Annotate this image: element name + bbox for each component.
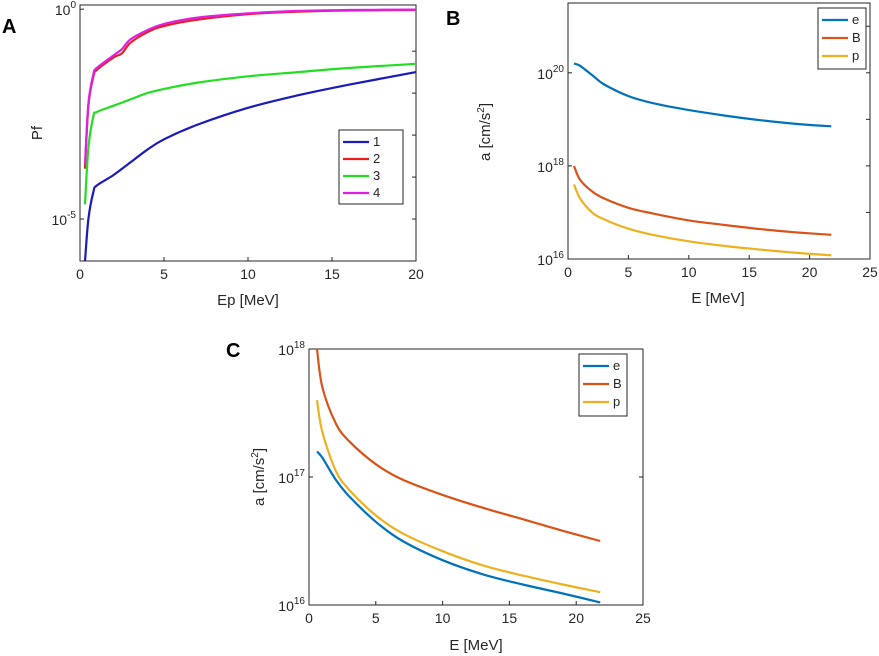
panel-a-legend-label-2: 2 [373, 151, 380, 166]
panel-a-ytick-label: 100 [55, 0, 77, 18]
panel-b-ylabel-main: a [cm/s [477, 113, 494, 161]
panel-a-xtick-label: 20 [408, 266, 424, 282]
panel-label-c: C [226, 340, 240, 362]
panel-c-series-B-line [315, 348, 601, 543]
panel-b-xtick-label: 10 [681, 264, 697, 280]
panel-c-ytick-label: 1017 [278, 468, 305, 486]
panel-b-legend-label-B: B [852, 30, 861, 45]
panel-a-legend-label-1: 1 [373, 134, 380, 149]
panel-b-ylabel: a [cm/s2] [476, 103, 494, 161]
panel-b-xtick-label: 20 [802, 264, 818, 280]
panel-label-b: B [446, 8, 460, 30]
panel-c-legend-label-e: e [613, 358, 620, 373]
panel-b-ylabel-end: ] [477, 103, 494, 107]
panel-a-legend: 1 2 3 4 [338, 129, 404, 205]
panel-c-legend: eBp [578, 353, 628, 417]
panel-c-series-e-line [316, 450, 601, 604]
panel-c-ylabel-end: ] [251, 448, 268, 452]
panel-b-series-p-line [572, 184, 832, 257]
panel-b-xtick-label: 25 [862, 264, 878, 280]
panel-b-ytick-label: 1016 [537, 250, 564, 268]
panel-b-legend-label-e: e [852, 12, 859, 27]
panel-b-chart: 0 5 10 15 20 25 1020 1018 1016 E [MeV] a [cm/s2]… [476, 2, 878, 307]
panel-a-xtick-label: 5 [160, 266, 168, 282]
panel-b-xtick-label: 15 [741, 264, 757, 280]
panel-c-ylabel: a [cm/s2] [250, 448, 268, 506]
panel-b-ytick-label: 1020 [537, 64, 564, 82]
panel-c-xtick-label: 20 [568, 610, 584, 626]
panel-a-xtick-label: 10 [240, 266, 256, 282]
panel-c-legend-label-p: p [613, 394, 620, 409]
panel-c-xtick-label: 5 [372, 610, 380, 626]
panel-b-legend-label-p: p [852, 48, 859, 63]
panel-a-xtick-label: 0 [76, 266, 84, 282]
panel-a-series-1-line [83, 71, 417, 262]
panel-a-xtick-label: 15 [324, 266, 340, 282]
panel-c-ylabel-main: a [cm/s [251, 458, 268, 506]
panel-c-xtick-label: 10 [435, 610, 451, 626]
panel-c-curves [315, 348, 601, 604]
panel-a-legend-label-4: 4 [373, 185, 380, 200]
panel-b-legend: eBp [817, 7, 867, 70]
panel-b-ticks: 0 5 10 15 20 25 1020 1018 1016 [537, 25, 878, 280]
panel-c-chart: 0 5 10 15 20 25 1018 1017 1016 E [MeV] a [cm/s2]… [250, 340, 651, 654]
panel-c-ylabel-sup: 2 [250, 452, 261, 458]
panel-c-xlabel: E [MeV] [449, 637, 502, 654]
panel-c-legend-label-B: B [613, 376, 622, 391]
panel-a-chart: 0 5 10 15 20 100 10-5 Ep [MeV] Pf 1 2 3 4 [29, 0, 424, 309]
panel-a-ticks: 0 5 10 15 20 100 10-5 [52, 0, 424, 282]
panel-c-xtick-label: 25 [635, 610, 651, 626]
panel-b-series-e-line [573, 62, 832, 128]
panel-b-ylabel-sup: 2 [476, 107, 487, 113]
panel-b-xlabel: E [MeV] [691, 290, 744, 307]
panel-label-a: A [2, 16, 16, 38]
panel-a-series-3-line [83, 62, 417, 205]
panel-b-xtick-label: 5 [625, 264, 633, 280]
panel-b-xtick-label: 0 [564, 264, 572, 280]
panel-c-xtick-label: 15 [502, 610, 518, 626]
panel-a-legend-label-3: 3 [373, 168, 380, 183]
panel-b-curves [572, 62, 832, 257]
panel-a-ylabel: Pf [29, 125, 46, 140]
panel-b-ytick-label: 1018 [537, 157, 564, 175]
panel-b-series-B-line [572, 165, 832, 236]
panel-a-ytick-label: 10-5 [52, 210, 77, 228]
panel-a-series-4-line [83, 8, 417, 165]
panel-a-xlabel: Ep [MeV] [217, 292, 279, 309]
panel-c-ticks: 0 5 10 15 20 25 1018 1017 1016 [278, 340, 651, 626]
panel-c-series-p-line [315, 400, 601, 594]
panel-c-ytick-label: 1016 [278, 596, 305, 614]
panel-c-ytick-label: 1018 [278, 340, 305, 358]
panel-c-xtick-label: 0 [305, 610, 313, 626]
panel-a-curves [83, 8, 417, 262]
